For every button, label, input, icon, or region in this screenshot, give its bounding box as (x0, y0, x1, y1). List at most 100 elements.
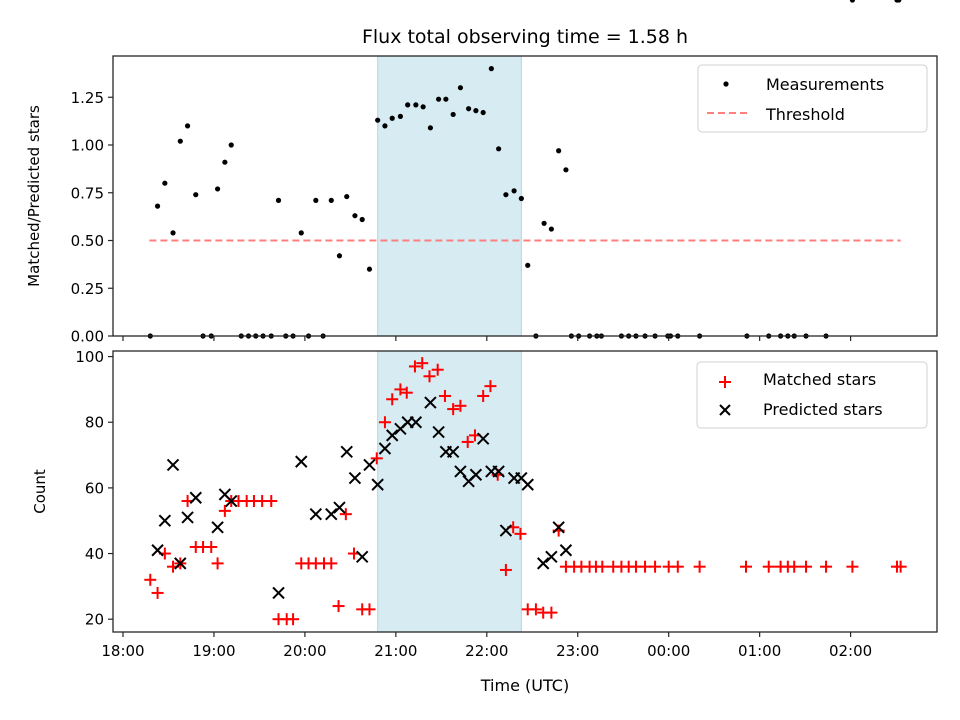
predicted-star-point (492, 465, 505, 478)
matched-star-point (820, 560, 833, 573)
bottom-y-axis-label: Count (31, 469, 49, 514)
measurement-point (397, 113, 403, 119)
bottom-y-ticks: 20 40 60 80 100 (75, 348, 113, 629)
measurement-point (366, 266, 373, 272)
predicted-star-point (181, 511, 194, 524)
matched-star-point (846, 560, 859, 573)
measurement-point (849, 0, 856, 3)
matched-star-point (477, 389, 490, 402)
measurement-point (503, 192, 509, 198)
predicted-star-point (151, 544, 164, 557)
top-x-ticks (122, 336, 852, 341)
measurement-point (473, 108, 479, 114)
predicted-star-point (211, 521, 224, 534)
x-tick-label: 20:00 (283, 642, 326, 660)
predicted-star-point (225, 494, 238, 508)
matched-star-point (461, 435, 474, 448)
top-y-ticks: 0.00 0.25 0.50 0.75 1.00 1.25 (71, 89, 113, 346)
measurement-points (147, 0, 902, 339)
predicted-star-point (499, 524, 513, 537)
measurement-point (275, 197, 282, 203)
top-y-axis-label: Matched/Predicted stars (25, 105, 43, 287)
y-tick-label: 1.00 (71, 137, 104, 155)
measurement-point (457, 85, 464, 91)
matched-star-point (499, 563, 512, 576)
bottom-legend: Matched stars Predicted stars (696, 361, 928, 429)
top-panel: 0.00 0.25 0.50 0.75 1.00 1.25 Matched/Predict… (25, 0, 938, 346)
x-tick-label: 19:00 (192, 642, 235, 660)
measurement-point (193, 192, 199, 198)
legend-measurements-marker (723, 81, 729, 87)
matched-stars-points (144, 357, 907, 626)
predicted-star-point (446, 445, 460, 458)
measurement-point (896, 0, 902, 3)
bottom-legend-box (696, 361, 928, 429)
predicted-star-point (476, 432, 490, 445)
matched-star-point (211, 557, 224, 570)
matched-star-point (325, 557, 338, 570)
x-tick-label: 23:00 (556, 642, 599, 660)
matched-star-point (287, 613, 300, 626)
matched-star-point (649, 560, 662, 573)
measurement-point (466, 106, 472, 112)
y-tick-label: 0.25 (71, 280, 104, 298)
measurement-point (184, 123, 191, 129)
y-tick-label: 100 (75, 348, 104, 366)
matched-star-point (454, 399, 467, 412)
matched-star-point (788, 560, 801, 573)
predicted-star-point (378, 442, 392, 455)
x-tick-label: 01:00 (738, 642, 781, 660)
matched-star-point (218, 504, 231, 517)
predicted-star-point (521, 478, 534, 491)
matched-star-point (514, 527, 527, 540)
measurement-point (352, 213, 358, 219)
bottom-axes-frame (112, 350, 938, 633)
measurement-point (228, 142, 234, 148)
matched-star-point (447, 403, 460, 416)
measurement-point (435, 96, 442, 102)
matched-star-point (545, 606, 558, 619)
matched-star-point (386, 393, 399, 406)
measurement-point (420, 104, 426, 110)
y-tick-label: 0.00 (71, 328, 104, 346)
measurement-point (298, 230, 304, 236)
measurement-point (556, 148, 562, 154)
measurement-point (511, 188, 517, 194)
predicted-star-point (559, 544, 573, 557)
measurement-point (177, 138, 183, 144)
legend-matched-marker (719, 376, 731, 388)
matched-star-point (144, 573, 157, 586)
measurement-point (214, 186, 221, 192)
measurement-point (359, 216, 365, 223)
measurement-point (336, 253, 343, 259)
predicted-star-point (189, 491, 202, 504)
matched-star-point (151, 586, 164, 599)
predicted-star-point (340, 445, 353, 458)
predicted-star-point (295, 455, 308, 468)
x-tick-label: 00:00 (647, 642, 690, 660)
predicted-star-point (355, 550, 369, 564)
measurement-point (480, 109, 486, 116)
predicted-star-point (174, 557, 187, 570)
predicted-star-point (432, 425, 445, 439)
matched-star-point (596, 560, 609, 573)
matched-star-point (332, 600, 345, 613)
predicted-star-point (325, 507, 338, 521)
measurement-point (162, 180, 168, 186)
measurement-point (541, 220, 547, 226)
matched-star-point (894, 560, 907, 573)
measurement-point (313, 197, 319, 203)
y-tick-label: 40 (85, 545, 104, 563)
matched-star-point (400, 386, 413, 399)
predicted-star-point (363, 458, 376, 472)
legend-predicted-label: Predicted stars (763, 400, 883, 419)
predicted-stars-points (151, 396, 573, 600)
matched-star-point (423, 370, 436, 383)
measurement-point (389, 115, 395, 121)
y-tick-label: 20 (85, 611, 104, 629)
matched-star-point (762, 560, 775, 573)
matched-star-point (484, 380, 497, 393)
matched-star-point (438, 389, 451, 402)
predicted-star-point (409, 416, 423, 429)
